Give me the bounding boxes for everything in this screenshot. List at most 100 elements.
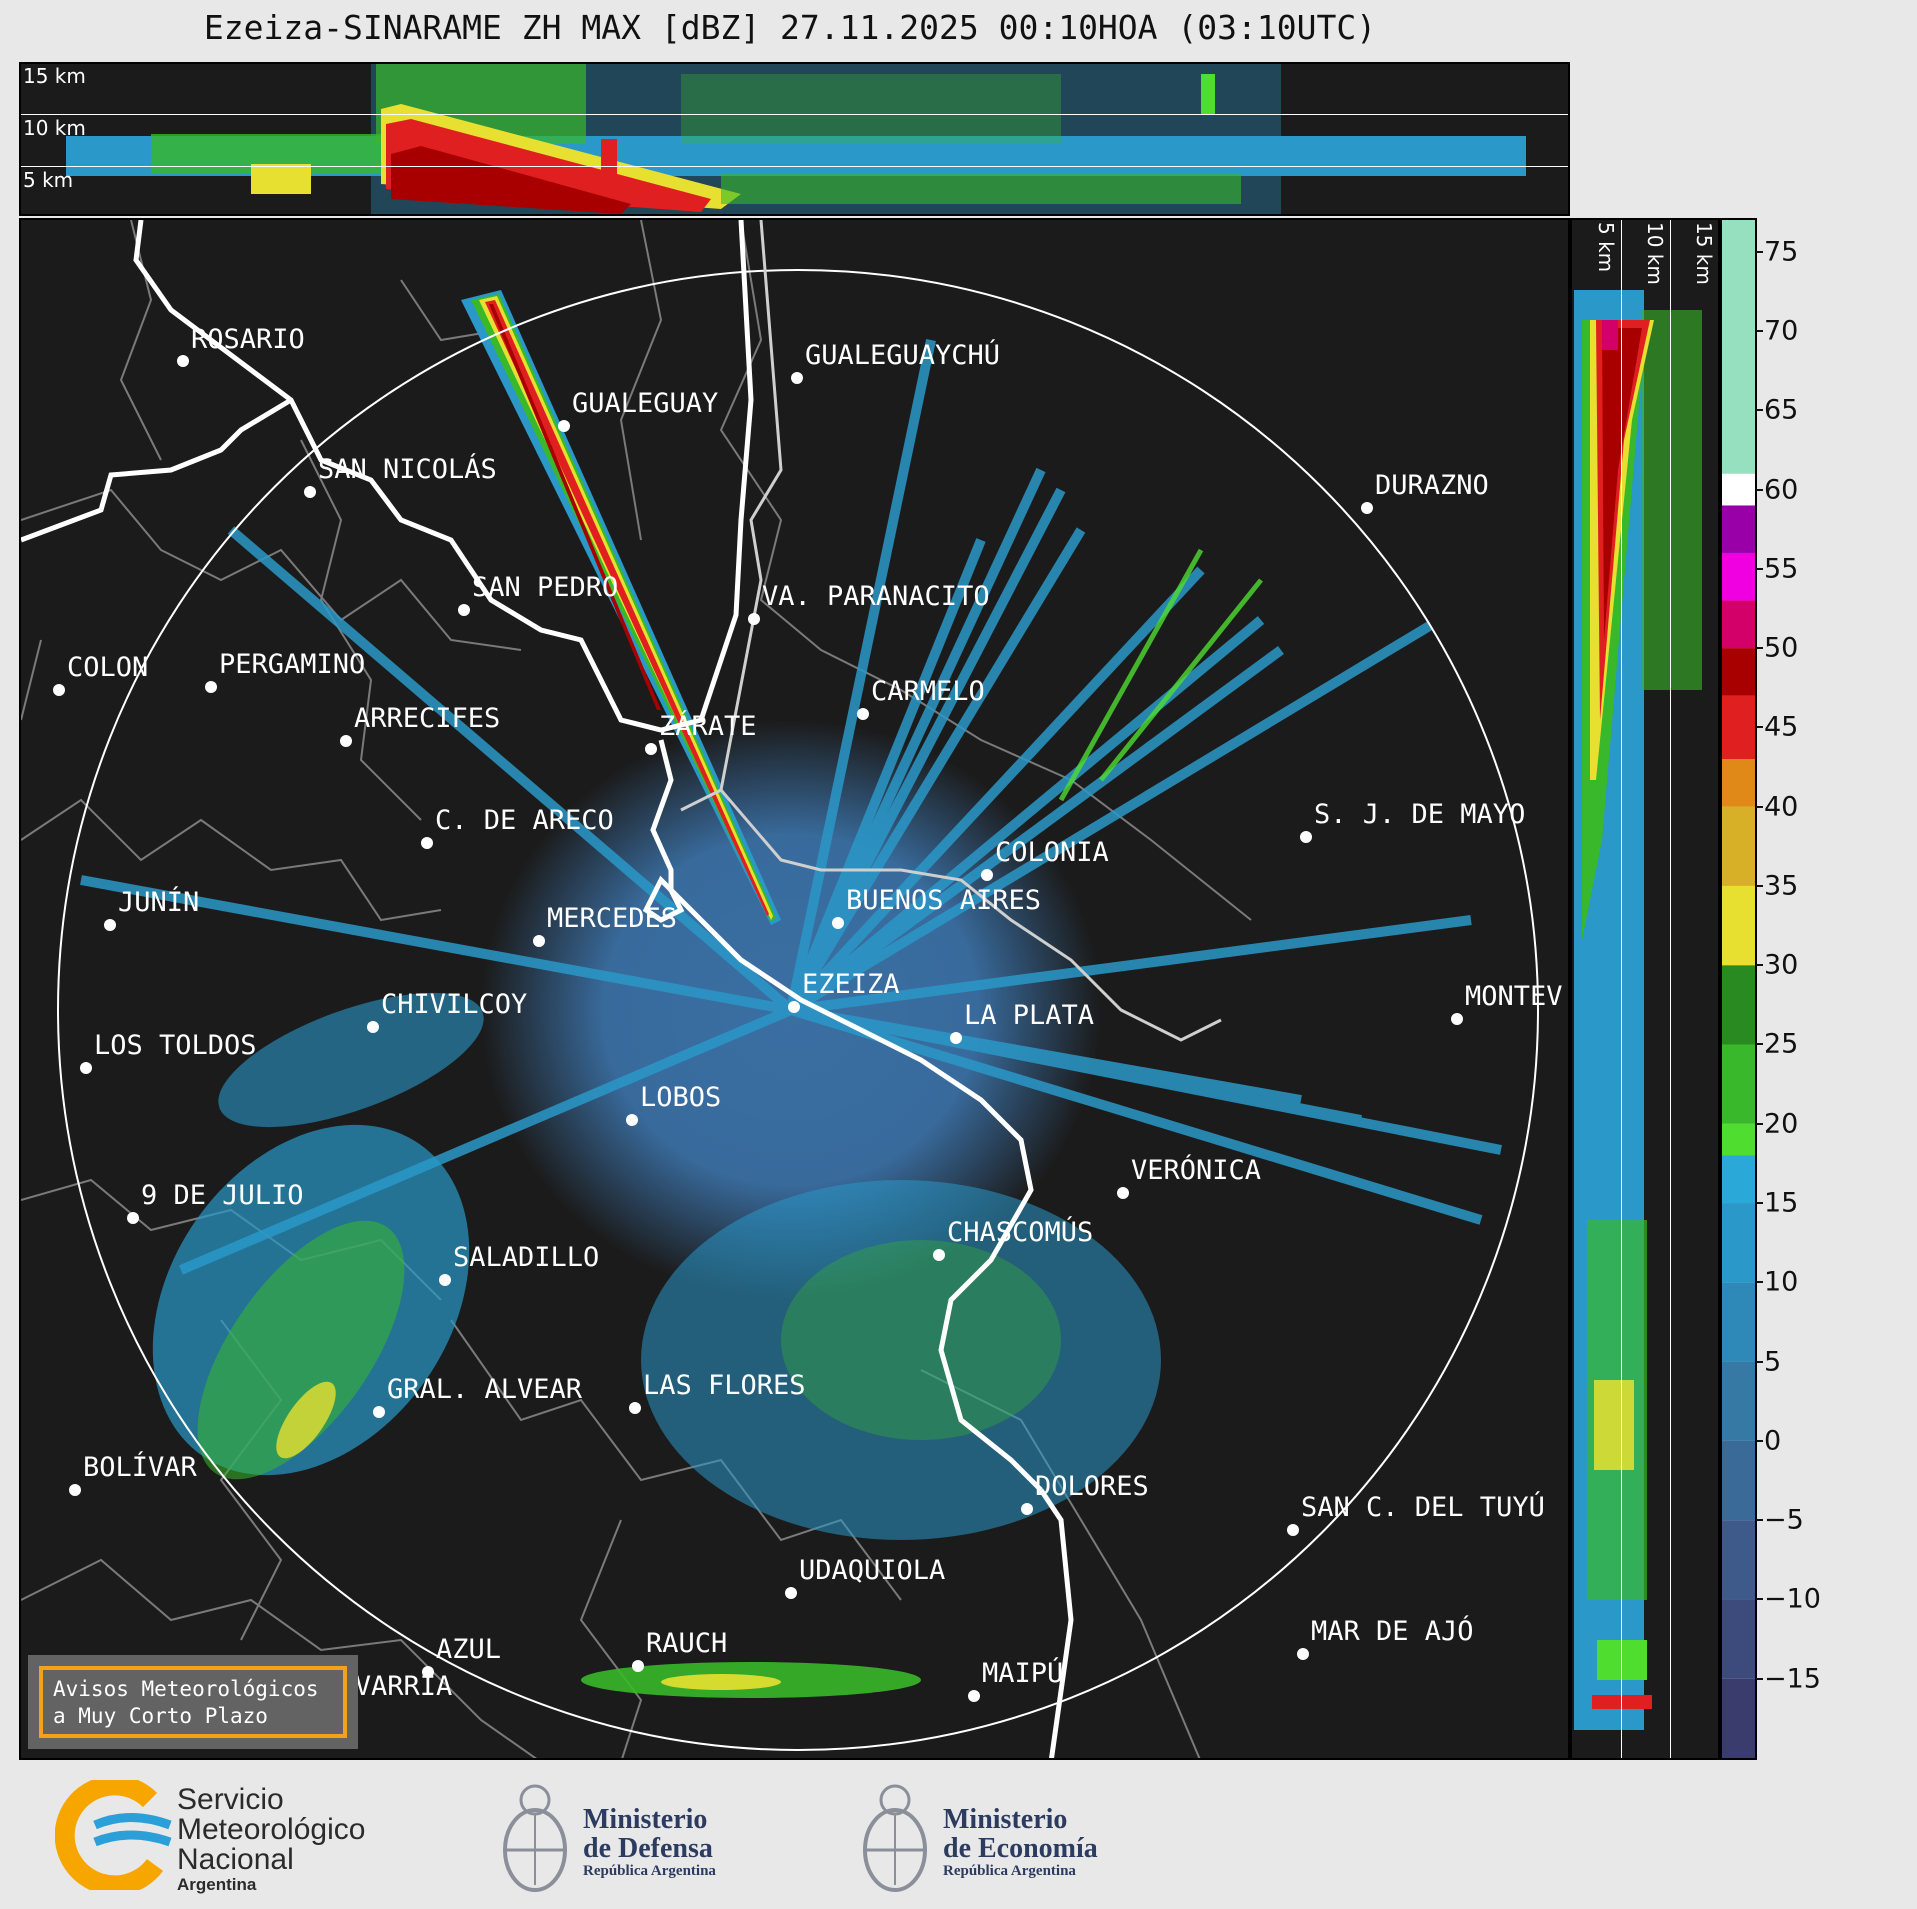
city-label-saladillo: SALADILLO xyxy=(453,1242,600,1273)
height-label-10km: 10 km xyxy=(23,116,86,140)
smn-emblem-icon xyxy=(55,1780,172,1890)
coat-of-arms-icon xyxy=(863,1784,927,1892)
city-label-mercedes: MERCEDES xyxy=(547,903,678,934)
smn-line2: Meteorológico xyxy=(177,1813,366,1846)
coat-of-arms-icon xyxy=(503,1784,567,1892)
city-label-chivilcoy: CHIVILCOY xyxy=(381,989,528,1020)
city-label-chascomus: CHASCOMÚS xyxy=(947,1217,1094,1248)
cross-section-top-graphic xyxy=(66,64,1526,214)
colorbar-tick-mark xyxy=(1756,805,1763,808)
colorbar-tick-mark xyxy=(1756,329,1763,332)
city-label-rosario: ROSARIO xyxy=(191,324,305,355)
height-label-v-5km: 5 km xyxy=(1594,222,1618,273)
coastline xyxy=(21,220,1074,1758)
colorbar-band xyxy=(1722,473,1755,506)
colorbar-tick-label: 70 xyxy=(1764,315,1799,347)
city-label-mar-de-ajo: MAR DE AJÓ xyxy=(1311,1616,1474,1647)
colorbar-band xyxy=(1722,600,1755,649)
colorbar-band xyxy=(1722,1520,1755,1600)
colorbar-band xyxy=(1722,965,1755,1045)
high-reflectivity-band xyxy=(461,290,781,925)
colorbar-tick-mark xyxy=(1756,250,1763,253)
colorbar-tick-mark xyxy=(1756,1043,1763,1046)
colorbar-band xyxy=(1722,1203,1755,1283)
colorbar-tick-label: 75 xyxy=(1764,236,1799,268)
city-labels: ROSARIO GUALEGUAYCHÚ GUALEGUAY SAN NICOL… xyxy=(21,220,1568,1758)
colorbar-bands xyxy=(1722,220,1755,1758)
height-label-5km: 5 km xyxy=(23,168,74,192)
southwest-echoes xyxy=(152,992,484,1480)
colorbar-tick-mark xyxy=(1756,1439,1763,1442)
city-label-maipu: MAIPÚ xyxy=(982,1658,1064,1689)
colorbar-band xyxy=(1722,1282,1755,1362)
colorbar-band xyxy=(1722,1599,1755,1679)
height-label-v-10km: 10 km xyxy=(1643,222,1667,285)
city-label-lobos: LOBOS xyxy=(640,1082,722,1113)
city-label-arrecifes: ARRECIFES xyxy=(354,703,501,734)
city-label-san-nicolas: SAN NICOLÁS xyxy=(318,454,497,485)
city-label-9-de-julio: 9 DE JULIO xyxy=(141,1180,304,1211)
west-east-cross-section: 15 km 10 km 5 km xyxy=(19,62,1570,216)
city-label-colonia: COLONIA xyxy=(995,837,1109,868)
southeast-echoes xyxy=(581,1180,1161,1698)
city-label-va-paranacito: VA. PARANACITO xyxy=(762,581,990,612)
city-label-san-pedro: SAN PEDRO xyxy=(472,572,619,603)
city-label-ezeiza: EZEIZA xyxy=(802,969,900,1000)
colorbar-band xyxy=(1722,1044,1755,1124)
colorbar-tick-label: 45 xyxy=(1764,711,1799,743)
city-label-junin: JUNÍN xyxy=(118,887,200,918)
city-label-san-c-del-tuyu: SAN C. DEL TUYÚ xyxy=(1301,1492,1545,1523)
city-label-montevideo: MONTEV xyxy=(1465,981,1563,1012)
colorbar-tick-mark xyxy=(1756,409,1763,412)
colorbar-band xyxy=(1722,648,1755,696)
colorbar-band xyxy=(1722,1361,1755,1441)
colorbar-tick-label: −5 xyxy=(1764,1504,1804,1536)
colorbar-tick-label: 35 xyxy=(1764,870,1799,902)
colorbar-band xyxy=(1722,552,1755,601)
city-label-c-de-areco: C. DE ARECO xyxy=(435,805,614,836)
colorbar-tick-label: 20 xyxy=(1764,1108,1799,1140)
defensa-line2: de Defensa xyxy=(583,1833,713,1864)
height-label-15km: 15 km xyxy=(23,64,86,88)
colorbar-tick-mark xyxy=(1756,1519,1763,1522)
map-title: Ezeiza-SINARAME ZH MAX [dBZ] 27.11.2025 … xyxy=(203,8,1377,47)
warning-legend-text: Avisos Meteorológicos a Muy Corto Plazo xyxy=(39,1666,347,1738)
north-south-cross-section: 5 km 10 km 15 km xyxy=(1570,218,1720,1760)
city-label-dolores: DOLORES xyxy=(1035,1471,1149,1502)
colorbar-tick-mark xyxy=(1756,1677,1763,1680)
colorbar-band xyxy=(1722,505,1755,553)
height-line-10km xyxy=(21,114,1568,115)
city-label-las-flores: LAS FLORES xyxy=(643,1370,806,1401)
colorbar-tick-mark xyxy=(1756,1281,1763,1284)
warning-legend[interactable]: Avisos Meteorológicos a Muy Corto Plazo xyxy=(28,1655,358,1749)
smn-line1: Servicio xyxy=(177,1783,284,1816)
city-markers xyxy=(53,355,1463,1715)
range-ring xyxy=(57,269,1539,1751)
city-label-gualeguaychu: GUALEGUAYCHÚ xyxy=(805,340,1001,371)
city-label-durazno: DURAZNO xyxy=(1375,470,1489,501)
colorbar-band xyxy=(1722,1678,1755,1758)
height-line-v-5km xyxy=(1621,220,1622,1758)
colorbar-tick-label: −10 xyxy=(1764,1583,1821,1615)
colorbar-band xyxy=(1722,806,1755,886)
city-label-bolivar: BOLÍVAR xyxy=(83,1452,197,1483)
height-line-v-10km xyxy=(1670,220,1671,1758)
colorbar-band xyxy=(1722,1440,1755,1521)
radar-map[interactable]: ROSARIO GUALEGUAYCHÚ GUALEGUAY SAN NICOL… xyxy=(19,218,1570,1760)
city-label-los-toldos: LOS TOLDOS xyxy=(94,1030,257,1061)
city-label-udaquiola: UDAQUIOLA xyxy=(799,1555,946,1586)
colorbar-tick-mark xyxy=(1756,1360,1763,1363)
colorbar-tick-label: 0 xyxy=(1764,1425,1782,1457)
city-label-buenos-aires: BUENOS AIRES xyxy=(846,885,1042,916)
colorbar-tick-label: 30 xyxy=(1764,949,1799,981)
economia-line3: República Argentina xyxy=(943,1863,1076,1879)
colorbar-tick-label: 40 xyxy=(1764,791,1799,823)
colorbar-tick-mark xyxy=(1756,567,1763,570)
colorbar-tick-label: 55 xyxy=(1764,553,1799,585)
colorbar-tick-label: 15 xyxy=(1764,1187,1799,1219)
colorbar-tick-mark xyxy=(1756,884,1763,887)
colorbar-tick-label: 10 xyxy=(1764,1266,1799,1298)
economia-line1: Ministerio xyxy=(943,1804,1068,1835)
city-label-zarate: ZÁRATE xyxy=(659,711,757,742)
economia-line2: de Economía xyxy=(943,1833,1098,1864)
